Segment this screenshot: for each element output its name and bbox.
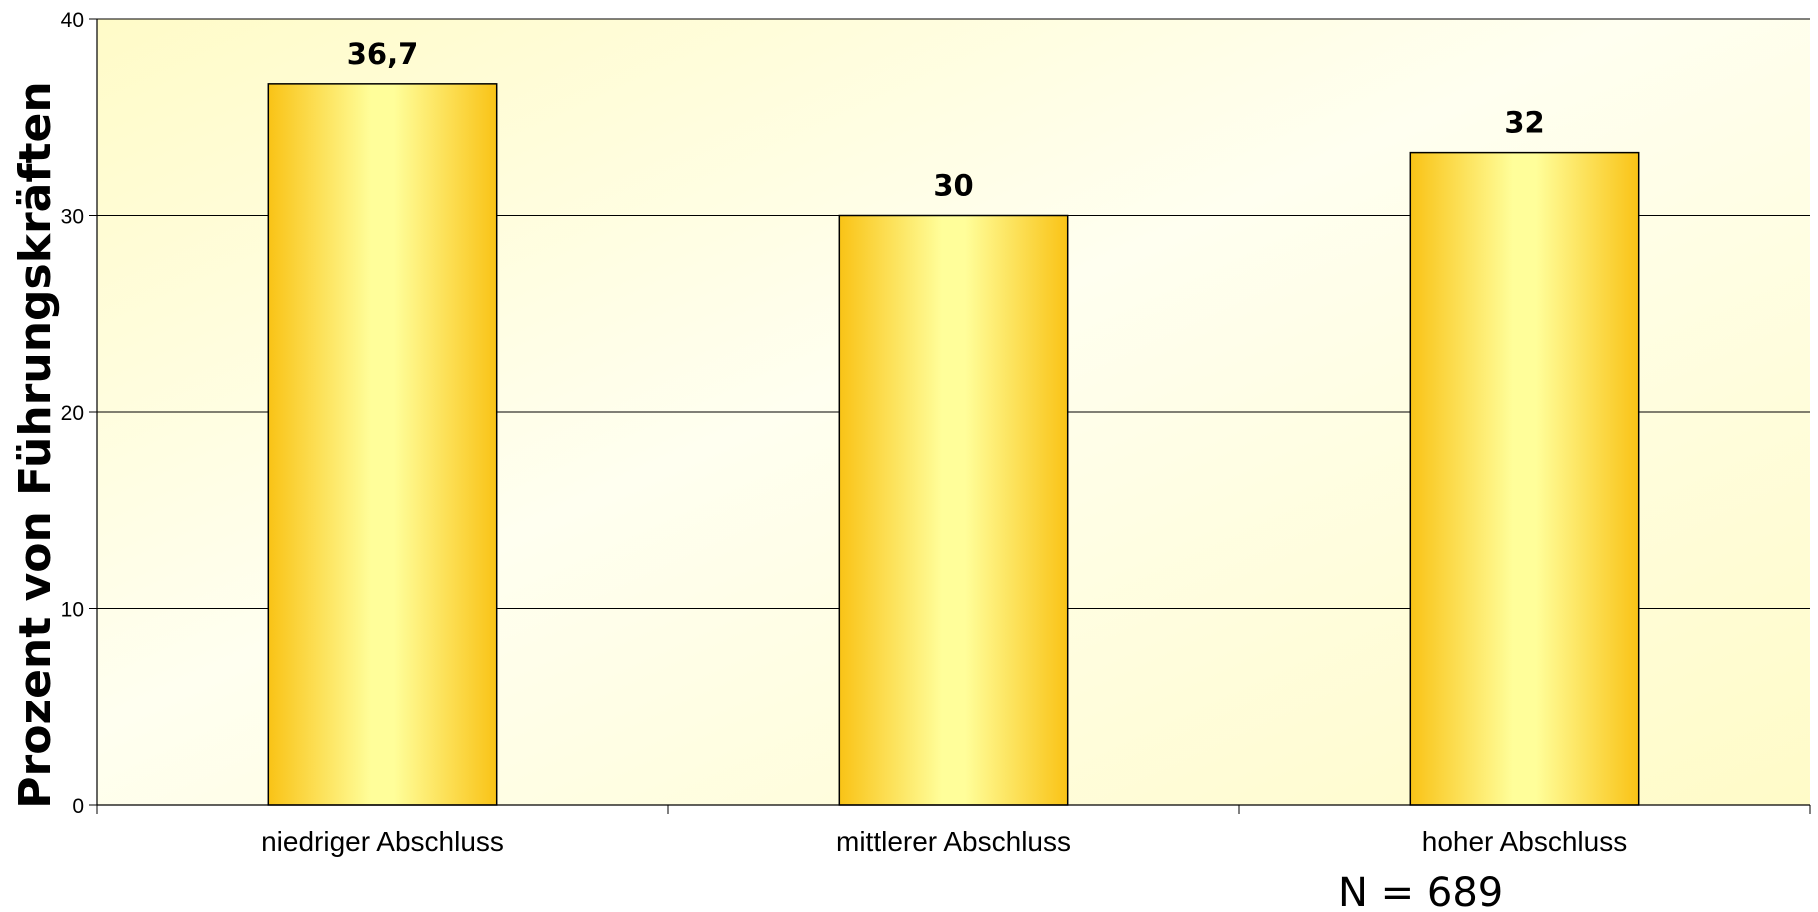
bars <box>267 83 1640 806</box>
y-tick-label: 30 <box>61 206 84 229</box>
bar <box>838 214 1069 806</box>
data-label: 30 <box>933 169 973 203</box>
data-label: 36,7 <box>347 37 419 71</box>
axes <box>89 18 1811 814</box>
sample-size-note: N = 689 <box>1338 870 1503 912</box>
x-tick-label: mittlerer Abschluss <box>836 826 1071 857</box>
y-tick-label: 20 <box>61 402 84 425</box>
y-tick-labels: 0 10 20 30 40 <box>61 9 84 818</box>
data-label: 32 <box>1504 106 1544 140</box>
y-tick-label: 40 <box>61 9 84 32</box>
x-tick-label: niedriger Abschluss <box>261 826 504 857</box>
y-tick-label: 10 <box>61 599 84 622</box>
bar <box>1409 151 1640 806</box>
y-axis-title: Prozent von Führungskräften <box>10 81 61 808</box>
data-labels: 36,7 30 32 <box>347 37 1545 203</box>
bar <box>267 83 498 806</box>
x-tick-labels: niedriger Abschluss mittlerer Abschluss ho… <box>261 826 1627 857</box>
y-tick-label: 0 <box>72 795 84 818</box>
x-tick-label: hoher Abschluss <box>1422 826 1627 857</box>
